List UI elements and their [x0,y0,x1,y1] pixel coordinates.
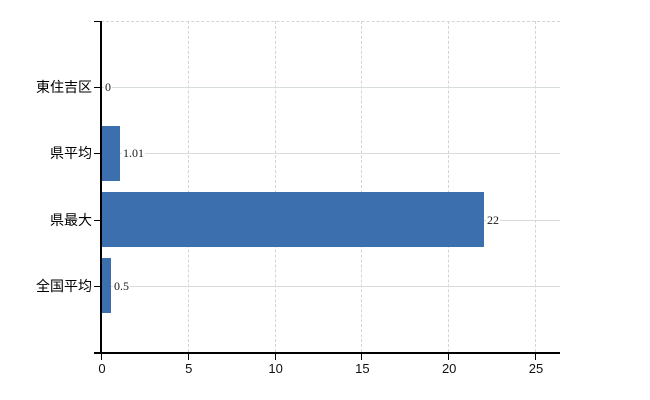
bar-2 [102,192,484,247]
y-axis-line [100,21,102,354]
y-axis-tick [94,153,101,155]
vertical-gridline [535,21,536,352]
x-axis-tick [187,353,189,360]
vertical-gridline [187,21,189,352]
bar-3 [102,258,111,313]
x-tick-label: 20 [441,361,457,376]
x-tick-label: 0 [98,361,106,376]
category-label: 県最大 [50,211,92,228]
x-axis-tick [361,353,363,360]
y-axis-tick [94,285,101,287]
value-label: 0.5 [113,277,130,294]
y-axis-top-tick [94,21,101,22]
y-axis-tick [94,87,101,89]
vertical-gridline [361,21,363,352]
x-axis-tick [448,353,450,360]
horizontal-gridline [102,87,560,89]
x-tick-label: 25 [528,361,544,376]
y-axis-tick [94,219,101,221]
value-label: 22 [486,211,500,228]
vertical-gridline [448,21,450,352]
vertical-gridline [274,21,276,352]
category-label: 東住吉区 [36,79,92,96]
horizontal-gridline [102,153,560,155]
x-tick-label: 15 [355,361,370,376]
bar-1 [102,126,120,181]
x-tick-label: 10 [268,361,283,376]
x-axis-tick [274,353,276,360]
category-label: 全国平均 [36,277,92,294]
category-label: 県平均 [50,145,92,162]
x-axis-tick [101,353,102,360]
value-label: 1.01 [122,145,145,162]
plot-top-border [101,21,560,22]
x-axis-tick [535,353,536,360]
horizontal-gridline [102,285,560,287]
x-axis-line [94,352,560,354]
value-label: 0 [104,79,112,96]
x-tick-label: 5 [185,361,193,376]
